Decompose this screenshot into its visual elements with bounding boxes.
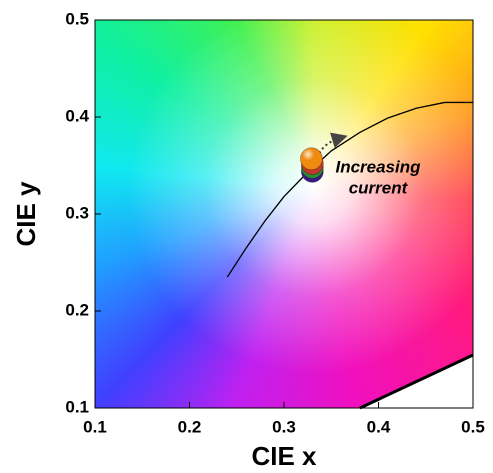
x-tick-label: 0.2 [178,417,202,436]
x-tick-label: 0.4 [367,417,391,436]
y-tick-label: 0.2 [65,300,89,319]
x-axis-label: CIE x [251,441,317,471]
point-highlight [300,147,323,170]
y-tick-label: 0.5 [65,9,89,28]
chromaticity-background [95,20,473,408]
x-tick-label: 0.1 [83,417,107,436]
plot-frame [94,19,474,409]
y-tick-label: 0.1 [65,397,89,416]
x-tick-label: 0.3 [272,417,296,436]
spectral-edge [359,353,474,410]
annotation: current [349,178,409,197]
planckian-locus [226,101,473,278]
y-tick-label: 0.4 [65,106,89,125]
y-tick-label: 0.3 [65,203,89,222]
y-axis-label: CIE y [11,181,41,247]
annotation: Increasing [335,157,421,176]
x-tick-label: 0.5 [461,417,485,436]
